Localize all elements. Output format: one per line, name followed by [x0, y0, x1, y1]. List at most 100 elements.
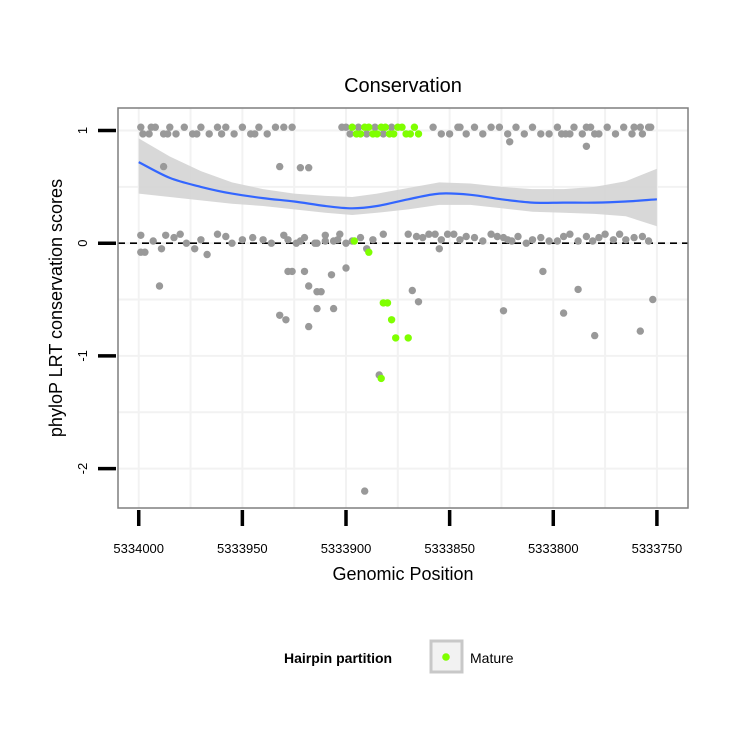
point-other — [197, 123, 205, 131]
point-other — [574, 285, 582, 294]
point-other — [437, 130, 445, 138]
point-other — [166, 123, 174, 131]
smooth-line — [138, 161, 657, 210]
point-mature — [414, 130, 423, 138]
point-other — [504, 130, 512, 138]
point-other — [437, 236, 445, 244]
point-other — [238, 123, 247, 131]
point-other — [191, 245, 199, 253]
point-other — [425, 230, 433, 238]
point-other — [222, 123, 230, 131]
x-axis-title: Genomic Position — [332, 564, 473, 584]
point-other — [537, 233, 545, 242]
panel-border — [117, 107, 689, 509]
point-other — [255, 123, 263, 131]
point-other — [371, 123, 379, 131]
point-mature — [377, 374, 385, 383]
point-other — [205, 130, 213, 138]
point-other — [329, 304, 338, 313]
loess-smooth-line — [138, 161, 657, 210]
point-mature — [352, 130, 361, 138]
point-other — [582, 232, 591, 241]
point-mature — [365, 248, 373, 256]
x-tick-label: 5333850 — [424, 541, 475, 556]
point-other — [553, 237, 562, 245]
point-other — [528, 123, 537, 131]
point-other — [159, 162, 168, 171]
point-other — [504, 236, 512, 244]
point-other — [271, 123, 280, 131]
point-other — [462, 130, 470, 138]
point-other — [170, 233, 178, 242]
point-other — [470, 123, 479, 131]
point-other — [566, 230, 574, 238]
point-other — [213, 230, 222, 238]
point-mature — [361, 123, 369, 131]
point-other — [630, 233, 638, 242]
point-other — [495, 123, 504, 131]
point-mature — [350, 237, 358, 245]
point-other — [296, 164, 305, 172]
point-other — [228, 239, 236, 247]
point-other — [574, 237, 582, 245]
point-mature — [377, 123, 385, 131]
panel-background — [118, 108, 688, 508]
point-other — [342, 123, 350, 131]
point-other — [276, 162, 284, 171]
legend-title: Hairpin partition — [284, 650, 392, 666]
point-other — [487, 123, 495, 131]
point-other — [557, 130, 566, 138]
points-mature — [348, 123, 423, 383]
point-other — [282, 316, 290, 324]
point-other — [622, 236, 630, 244]
point-other — [284, 236, 292, 244]
point-other — [566, 130, 574, 138]
point-other — [647, 123, 655, 131]
point-other — [137, 123, 145, 131]
point-other — [313, 304, 321, 313]
point-other — [456, 123, 464, 131]
point-other — [321, 231, 329, 239]
legend-label-mature: Mature — [470, 650, 514, 666]
point-other — [305, 164, 313, 172]
point-other — [456, 236, 464, 244]
point-other — [414, 298, 423, 306]
point-other — [609, 236, 618, 244]
point-other — [611, 130, 620, 138]
point-other — [267, 239, 276, 247]
point-other — [305, 322, 313, 331]
point-other — [327, 271, 336, 279]
y-tick-label: 0 — [75, 240, 90, 247]
point-other — [361, 487, 369, 495]
point-other — [162, 231, 170, 239]
point-other — [649, 295, 657, 304]
y-tick-label: -1 — [75, 350, 90, 362]
point-other — [336, 230, 344, 238]
point-other — [487, 230, 495, 238]
point-other — [334, 236, 342, 244]
point-other — [512, 123, 520, 131]
point-other — [363, 130, 371, 138]
point-other — [435, 245, 443, 253]
point-other — [514, 232, 522, 241]
point-other — [276, 311, 284, 319]
point-other — [259, 236, 267, 244]
point-other — [145, 130, 153, 138]
point-other — [213, 123, 222, 131]
point-other — [321, 237, 329, 245]
point-other — [292, 239, 300, 247]
point-other — [249, 233, 257, 242]
point-other — [147, 123, 155, 131]
point-other — [591, 331, 599, 340]
point-other — [462, 232, 470, 241]
point-other — [570, 123, 578, 131]
point-other — [182, 239, 191, 247]
point-other — [172, 130, 180, 138]
point-other — [628, 130, 636, 138]
point-other — [288, 123, 296, 131]
point-other — [479, 130, 487, 138]
x-tick-label: 5334000 — [113, 541, 164, 556]
point-other — [412, 232, 421, 241]
point-other — [589, 237, 597, 245]
point-other — [630, 123, 638, 131]
